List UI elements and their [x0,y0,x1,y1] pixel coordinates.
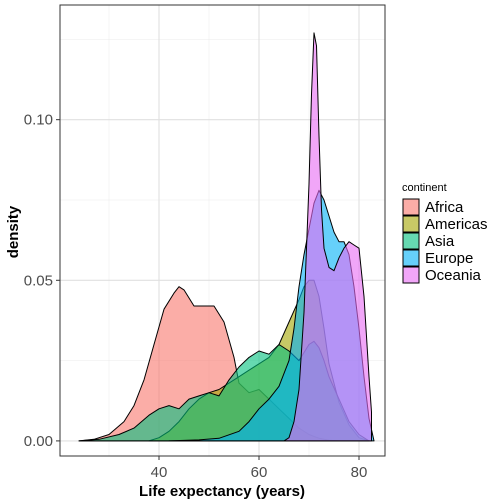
legend-label-americas: Americas [425,216,488,233]
legend-key-asia [402,232,420,250]
y-tick-label: 0.00 [24,433,53,450]
y-axis-title: density [5,205,22,258]
y-tick-label: 0.05 [24,272,53,289]
x-tick-label: 40 [151,464,168,481]
legend-title: continent [402,182,447,194]
density-area-oceania [283,32,372,442]
legend-label-africa: Africa [425,199,464,216]
panel-border [59,4,386,457]
legend-key-africa [402,198,420,216]
legend-label-asia: Asia [425,233,455,250]
x-axis: 40 60 80 [151,456,368,481]
legend-label-europe: Europe [425,250,473,267]
legend-key-europe [402,249,420,267]
legend: continent AfricaAmericasAsiaEuropeOceani… [402,182,488,284]
x-tick-label: 80 [351,464,368,481]
legend-key-oceania [402,266,420,284]
x-tick-label: 60 [251,464,268,481]
y-axis: 0.00 0.05 0.10 [24,112,60,450]
y-tick-label: 0.10 [24,112,53,129]
legend-key-americas [402,215,420,233]
x-axis-title: Life expectancy (years) [139,483,305,500]
density-areas [78,32,375,442]
legend-label-oceania: Oceania [425,267,482,284]
